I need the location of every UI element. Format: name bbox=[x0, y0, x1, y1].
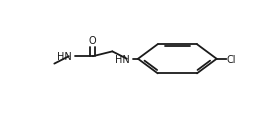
Text: O: O bbox=[89, 36, 97, 45]
Text: HN: HN bbox=[115, 54, 129, 64]
Text: HN: HN bbox=[57, 52, 72, 62]
Text: Cl: Cl bbox=[227, 54, 236, 64]
